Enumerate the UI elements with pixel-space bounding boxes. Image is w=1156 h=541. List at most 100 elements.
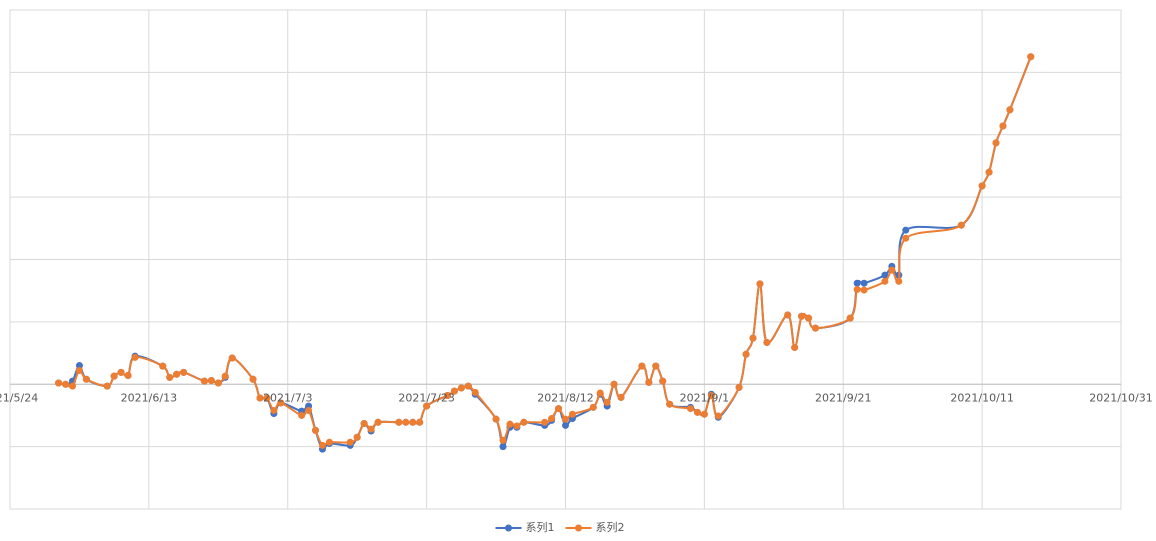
data-point bbox=[117, 368, 125, 376]
x-tick-label: 2021/10/31 bbox=[1089, 391, 1152, 404]
data-point bbox=[978, 182, 986, 190]
data-point bbox=[735, 383, 743, 391]
data-point bbox=[305, 406, 313, 414]
data-point bbox=[541, 418, 549, 426]
data-point bbox=[985, 168, 993, 176]
data-point bbox=[881, 271, 889, 279]
data-point bbox=[957, 221, 965, 229]
data-point bbox=[346, 438, 354, 446]
data-point bbox=[756, 280, 764, 288]
data-point bbox=[409, 418, 417, 426]
data-point bbox=[492, 415, 500, 423]
data-point bbox=[520, 418, 528, 426]
data-point bbox=[55, 379, 63, 387]
data-point bbox=[881, 277, 889, 285]
data-point bbox=[853, 285, 861, 293]
data-point bbox=[562, 421, 569, 429]
data-point bbox=[318, 441, 326, 449]
data-point bbox=[249, 375, 257, 383]
x-tick-label: 2021/5/24 bbox=[0, 391, 38, 404]
data-point bbox=[686, 405, 694, 413]
legend: 系列1 系列2 bbox=[495, 520, 625, 534]
data-point bbox=[443, 391, 451, 399]
data-point bbox=[999, 122, 1007, 130]
data-point bbox=[895, 277, 903, 285]
legend-label: 系列1 bbox=[526, 520, 555, 534]
legend-marker bbox=[505, 524, 512, 532]
data-point bbox=[360, 420, 368, 428]
data-point bbox=[325, 438, 333, 446]
data-point bbox=[992, 139, 1000, 147]
data-point bbox=[402, 418, 410, 426]
x-tick-label: 2021/10/11 bbox=[950, 391, 1013, 404]
data-point bbox=[562, 415, 569, 423]
x-tick-label: 2021/9/1 bbox=[680, 391, 729, 404]
data-point bbox=[423, 402, 431, 410]
legend-label: 系列2 bbox=[596, 520, 625, 534]
data-point bbox=[75, 362, 83, 370]
data-point bbox=[846, 314, 854, 322]
data-point bbox=[270, 406, 278, 414]
data-point bbox=[763, 338, 771, 346]
x-tick-label: 2021/8/12 bbox=[537, 391, 593, 404]
data-point bbox=[714, 412, 722, 420]
data-point bbox=[173, 370, 181, 378]
data-point bbox=[617, 393, 625, 401]
data-point bbox=[180, 368, 188, 376]
legend-marker bbox=[575, 524, 582, 532]
data-point bbox=[589, 403, 597, 411]
data-point bbox=[791, 343, 799, 351]
data-point bbox=[860, 286, 868, 294]
series-line bbox=[58, 56, 1032, 447]
data-point bbox=[645, 378, 653, 386]
data-point bbox=[860, 279, 868, 287]
data-point bbox=[395, 418, 403, 426]
data-point bbox=[742, 350, 750, 358]
data-point bbox=[853, 279, 861, 287]
data-point bbox=[700, 410, 708, 418]
data-point bbox=[367, 425, 375, 433]
data-point bbox=[659, 377, 667, 385]
data-point bbox=[68, 382, 76, 390]
data-point bbox=[1006, 106, 1014, 114]
data-point bbox=[568, 410, 576, 418]
data-point bbox=[513, 422, 521, 430]
data-point bbox=[596, 389, 604, 397]
data-point bbox=[805, 314, 813, 322]
data-point bbox=[693, 408, 701, 416]
data-point bbox=[749, 334, 757, 342]
data-point bbox=[798, 312, 806, 320]
data-point bbox=[298, 411, 306, 419]
x-tick-label: 2021/9/21 bbox=[815, 391, 871, 404]
data-point bbox=[159, 362, 167, 370]
data-point bbox=[416, 418, 424, 426]
data-point bbox=[263, 394, 271, 402]
data-point bbox=[221, 372, 229, 380]
labels: 2021/5/24 2021/6/13 2021/7/3 2021/7/23 2021/… bbox=[0, 391, 1153, 404]
data-point bbox=[638, 362, 646, 370]
data-point bbox=[610, 380, 618, 388]
data-point bbox=[166, 373, 174, 381]
data-point bbox=[374, 418, 382, 426]
data-point bbox=[499, 436, 507, 444]
data-point bbox=[75, 367, 83, 375]
data-point bbox=[450, 387, 458, 395]
data-point bbox=[464, 382, 472, 390]
data-point bbox=[228, 354, 236, 362]
data-point bbox=[200, 377, 208, 385]
data-point bbox=[103, 382, 111, 390]
x-tick-label: 2021/7/3 bbox=[263, 391, 312, 404]
data-point bbox=[124, 372, 132, 380]
data-point bbox=[207, 377, 215, 385]
data-point bbox=[707, 391, 715, 399]
data-point bbox=[499, 443, 507, 451]
data-point bbox=[888, 266, 896, 274]
data-point bbox=[784, 311, 792, 319]
data-point bbox=[666, 400, 674, 408]
grid bbox=[9, 9, 1122, 510]
x-tick-label: 2021/7/23 bbox=[398, 391, 454, 404]
data-point bbox=[1027, 53, 1035, 61]
data-point bbox=[277, 399, 285, 407]
